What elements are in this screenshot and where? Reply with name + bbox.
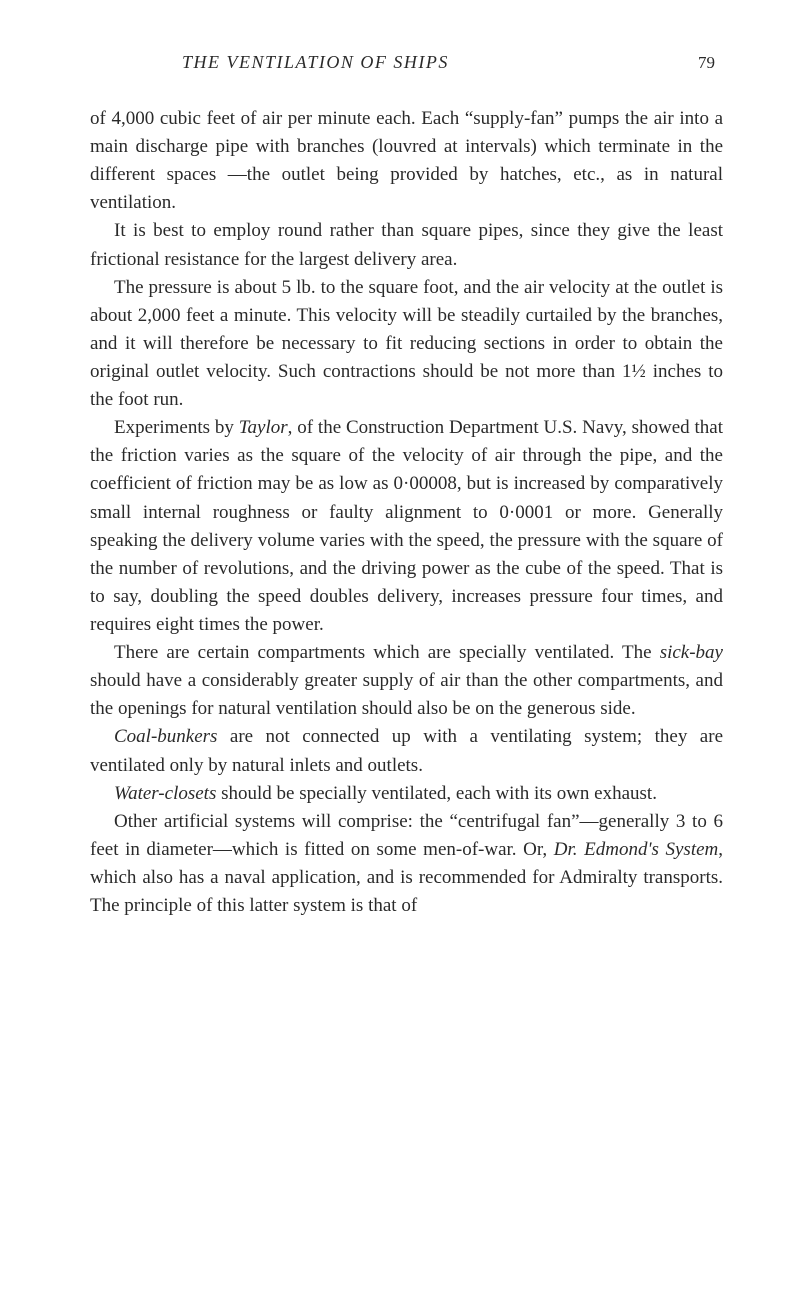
paragraph-7: Water-closets should be specially ventil… bbox=[90, 780, 723, 808]
dr-edmonds-italic: Dr. Edmond's System bbox=[554, 839, 719, 860]
water-closets-italic: Water-closets bbox=[114, 783, 216, 804]
paragraph-2: It is best to employ round rather than s… bbox=[90, 217, 723, 273]
body-text: of 4,000 cubic feet of air per minute ea… bbox=[90, 105, 723, 920]
paragraph-8: Other artificial systems will comprise: … bbox=[90, 808, 723, 920]
paragraph-6: Coal-bunkers are not connected up with a… bbox=[90, 723, 723, 779]
sick-bay-italic: sick-bay bbox=[660, 642, 723, 663]
taylor-italic: Taylor bbox=[239, 417, 288, 438]
text: of 4,000 cubic feet of air per minute ea… bbox=[90, 108, 723, 213]
text: , of the Construction Department U.S. Na… bbox=[90, 417, 723, 635]
text: The pressure is about 5 lb. to the squar… bbox=[90, 277, 723, 410]
text: It is best to employ round rather than s… bbox=[90, 220, 723, 269]
text: should be specially ventilated, each wit… bbox=[216, 783, 657, 804]
page-header: THE VENTILATION OF SHIPS 79 bbox=[90, 52, 723, 73]
coal-bunkers-italic: Coal-bunkers bbox=[114, 726, 217, 747]
text: There are certain compartments which are… bbox=[114, 642, 660, 663]
text: should have a considerably greater suppl… bbox=[90, 670, 723, 719]
running-title: THE VENTILATION OF SHIPS bbox=[182, 52, 449, 73]
text: Experiments by bbox=[114, 417, 239, 438]
paragraph-4: Experiments by Taylor, of the Constructi… bbox=[90, 414, 723, 639]
paragraph-1: of 4,000 cubic feet of air per minute ea… bbox=[90, 105, 723, 217]
paragraph-5: There are certain compartments which are… bbox=[90, 639, 723, 723]
page-number: 79 bbox=[698, 53, 715, 73]
paragraph-3: The pressure is about 5 lb. to the squar… bbox=[90, 274, 723, 415]
